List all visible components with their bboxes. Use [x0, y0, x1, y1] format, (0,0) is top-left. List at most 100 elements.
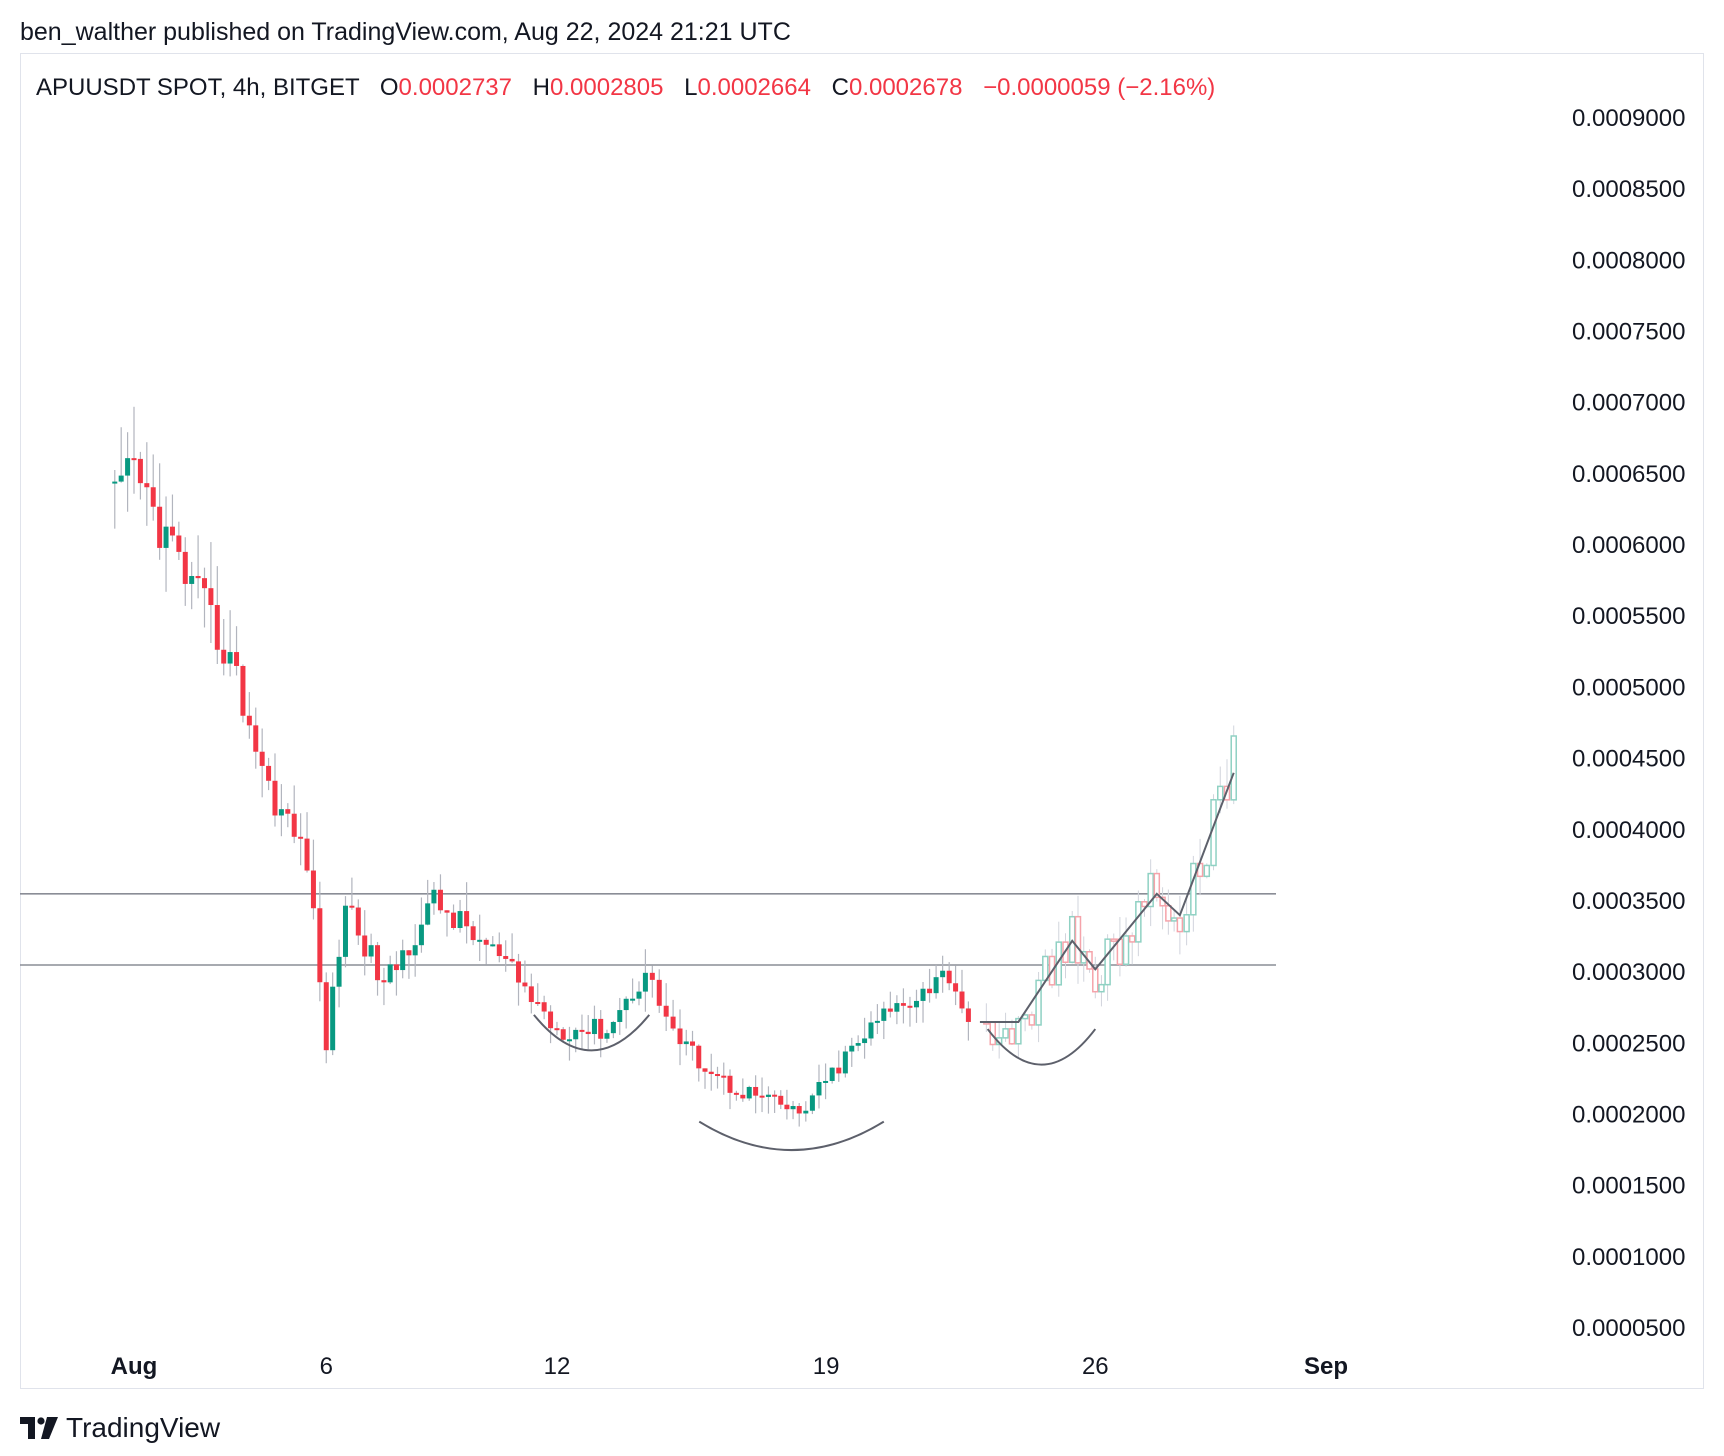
candle-body [548, 1011, 554, 1029]
projection-candle-body [1008, 1028, 1016, 1045]
candle-body [920, 988, 926, 1001]
open-value: 0.0002737 [398, 74, 512, 101]
candle-body [566, 1039, 572, 1042]
candle-body [387, 964, 393, 983]
close-value: 0.0002678 [848, 74, 963, 101]
candle-body [907, 1005, 913, 1008]
close-label: C [831, 74, 849, 101]
projection-candle-body [1183, 914, 1190, 933]
price-tick-label: 0.0000500 [1572, 1315, 1685, 1342]
candle-body [163, 526, 169, 548]
candle-body [610, 1021, 616, 1034]
candle-body [176, 535, 182, 552]
publisher-line: ben_walther published on TradingView.com… [20, 18, 791, 46]
candle-body [246, 715, 252, 726]
candle-body [182, 551, 188, 584]
candle-body [349, 905, 355, 908]
candle-body [310, 870, 316, 909]
candle-body [381, 980, 387, 983]
plot-area [20, 406, 1276, 1151]
low-label: L [684, 74, 698, 101]
cup-arc [986, 1028, 1097, 1066]
projection-candle-body [1074, 915, 1082, 964]
projection-candle-body [1176, 917, 1184, 933]
candle-body [278, 809, 284, 816]
projection-candle-body [1128, 935, 1136, 943]
candle-body [790, 1106, 796, 1110]
candle-body [201, 578, 207, 589]
projection-candle-body [1035, 979, 1042, 1026]
candle-body [125, 458, 131, 476]
candle-body [221, 649, 227, 664]
price-tick-label: 0.0002500 [1572, 1030, 1685, 1057]
candle-body [157, 506, 163, 548]
price-axis: 0.0009000 0.0008500 0.0008000 0.0007500 0.00… [1572, 105, 1685, 1342]
candle-body [696, 1045, 702, 1069]
candle-body [412, 945, 418, 956]
candle-body [663, 1005, 669, 1017]
price-tick-label: 0.0006500 [1572, 461, 1685, 488]
price-tick-label: 0.0007000 [1572, 390, 1685, 417]
candle-body [721, 1075, 727, 1078]
time-axis: Aug 6 12 19 26 Sep [111, 1353, 1348, 1380]
candle-body [444, 910, 450, 913]
projection-candle-body [1135, 901, 1142, 943]
candle-body [522, 982, 528, 987]
candle-body [617, 1010, 623, 1022]
candle-body [816, 1082, 822, 1096]
candle-body [604, 1033, 610, 1039]
price-tick-label: 0.0005000 [1572, 674, 1685, 701]
candle-body [304, 838, 310, 871]
candle-body [535, 1002, 541, 1005]
candle-body [560, 1029, 566, 1040]
candle-body [642, 972, 648, 992]
candle-body [112, 481, 118, 484]
candle-body [573, 1029, 579, 1040]
candle-body [953, 983, 959, 992]
chart-legend: APUUSDT SPOT, 4h, BITGET O0.0002737 H0.0… [36, 74, 1215, 102]
candle-body [649, 972, 655, 980]
candle-body [342, 905, 348, 957]
symbol-label[interactable]: APUUSDT SPOT, 4h, BITGET [36, 74, 360, 101]
candle-body [285, 809, 291, 814]
candle-body [464, 911, 470, 927]
candle-body [406, 950, 412, 956]
projection-candle-body [1203, 864, 1211, 878]
candle-body [823, 1080, 829, 1083]
candle-body [528, 986, 534, 1003]
candle-body [874, 1020, 880, 1023]
candle-body [317, 908, 323, 983]
candle-body [900, 1003, 906, 1006]
price-tick-label: 0.0003000 [1572, 959, 1685, 986]
tradingview-brand[interactable]: TradingView [20, 1408, 220, 1448]
candle-body [842, 1051, 848, 1074]
candle-body [298, 836, 304, 839]
projection-candle-body [1165, 905, 1172, 922]
projection-candle-body [1110, 938, 1117, 942]
candle-body [437, 889, 443, 911]
projection-candle-body [1230, 735, 1237, 801]
candle-body [862, 1038, 868, 1044]
candle-body [150, 487, 156, 507]
open-label: O [379, 74, 399, 101]
candle-body [259, 751, 265, 766]
projection-candle-body [1116, 938, 1124, 966]
candle-body [272, 780, 278, 816]
candle-body [715, 1074, 721, 1077]
projection-candle-body [1028, 1014, 1036, 1026]
candle-body [477, 939, 483, 942]
price-tick-label: 0.0001000 [1572, 1244, 1685, 1271]
candle-body [585, 1031, 591, 1035]
price-tick-label: 0.0004000 [1572, 817, 1685, 844]
candle-body [470, 926, 476, 941]
candle-body [425, 903, 431, 925]
candle-body [727, 1075, 733, 1093]
candle-body [765, 1094, 771, 1097]
candle-body [796, 1106, 802, 1114]
candle-body [330, 986, 336, 1051]
candle-body [189, 576, 195, 584]
candle-body [144, 483, 150, 488]
candle-body [868, 1022, 874, 1039]
candle-body [253, 725, 259, 752]
